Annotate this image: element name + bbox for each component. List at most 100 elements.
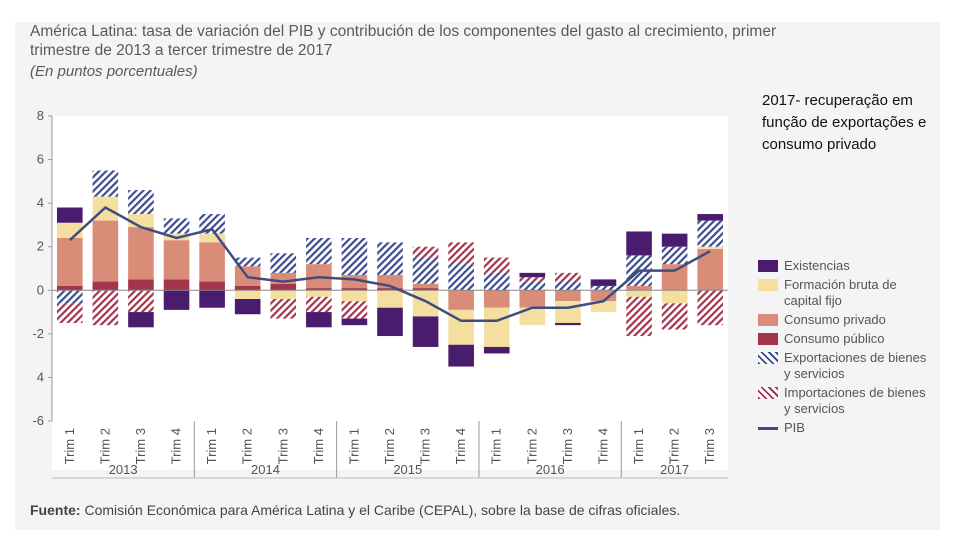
bar-segment [128,214,154,228]
bar-segment [199,281,225,291]
legend-swatch [758,279,778,291]
bar-segment [590,301,617,313]
bar-segment [519,307,546,326]
bar-segment [128,227,154,280]
x-group-label: 2015 [393,462,422,477]
pib-line [68,205,711,323]
bar-segment [234,285,261,291]
bar-segment [412,246,439,258]
legend-item: Formación bruta de capital fijo [758,277,958,309]
x-tick-label: Trim 1 [62,428,77,464]
x-tick-label: Trim 1 [204,428,219,464]
x-tick-label: Trim 2 [382,428,397,464]
source-text: Comisión Económica para América Latina y… [84,502,681,518]
legend-swatch [758,427,778,430]
bar-segment [448,264,474,291]
legend-label: Consumo público [784,331,885,346]
bar-segment [199,214,225,234]
bar-segment [483,290,510,308]
x-tick-label: Trim 4 [169,428,184,464]
x-tick-label: Trim 2 [97,428,112,464]
chart-subtitle: (En puntos porcentuales) [30,63,198,80]
bar-segment [56,303,83,323]
bar-segment [234,257,261,267]
bar-segment [448,344,474,367]
bar-segment [626,290,652,297]
x-tick-label: Trim 4 [311,428,326,464]
bar-segment [555,301,581,323]
bar-segment [270,272,297,284]
x-tick-label: Trim 3 [560,428,575,464]
bar-segment [270,299,297,319]
bar-segment [306,290,332,297]
y-tick-label: 4 [37,195,44,210]
bar-segment [128,190,154,215]
bar-segment [128,312,154,328]
bar-segment [483,346,510,354]
bar-segment [590,285,617,291]
bar-segment [590,290,617,302]
legend-item: Exportaciones de bienes y servicios [758,350,958,382]
bar-segment [306,288,332,291]
x-group-label: 2013 [109,462,138,477]
legend-item: PIB [758,420,958,436]
bar-segment [56,238,83,286]
bar-segment [270,283,297,291]
bar-segment [128,290,154,313]
bar-segment [412,290,439,317]
bar-segment [377,290,403,308]
bar-segment [697,214,724,221]
y-tick-label: 8 [37,108,44,123]
bar-segment [270,253,297,273]
y-tick-label: -6 [32,413,44,428]
bar-segment [270,290,297,299]
bar-segment [341,301,368,319]
x-tick-label: Trim 1 [489,428,504,464]
bar-segment [234,299,261,315]
y-tick-label: 6 [37,152,44,167]
chart-title: América Latina: tasa de variación del PI… [30,23,777,59]
legend-item: Existencias [758,258,958,274]
y-tick-label: 0 [37,282,44,297]
x-tick-label: Trim 4 [595,428,610,464]
bar-segment [56,285,83,291]
bar-segment [555,322,581,326]
legend-swatch [758,333,778,345]
bar-segment [412,257,439,284]
bar-segment [448,242,474,265]
bar-segment [697,290,724,326]
x-group-label: 2014 [251,462,280,477]
bar-segment [306,238,332,265]
bar-segment [199,233,225,243]
bar-segment [519,272,546,278]
x-tick-label: Trim 2 [240,428,255,464]
bar-segment [163,218,190,234]
legend-label: Consumo privado [784,312,886,327]
y-tick-label: 2 [37,239,44,254]
legend-swatch [758,314,778,326]
bar-segment [234,290,261,299]
x-tick-label: Trim 3 [418,428,433,464]
legend-item: Consumo privado [758,312,958,328]
x-tick-label: Trim 2 [667,428,682,464]
legend-label: Importaciones de bienes y servicios [784,385,926,416]
bar-segment [412,316,439,347]
x-tick-label: Trim 4 [453,428,468,464]
bar-segment [377,288,403,291]
bar-segment [412,283,439,289]
bar-segment [555,281,581,291]
bar-segment [519,281,546,291]
bar-segment [555,290,581,302]
legend-label: PIB [784,420,805,435]
legend-label: Exportaciones de bienes y servicios [784,350,927,381]
x-tick-label: Trim 3 [275,428,290,464]
bar-segment [626,296,652,337]
bar-segment [519,277,546,282]
legend-swatch [758,260,778,272]
bar-segment [448,290,474,310]
bar-segment [341,318,368,326]
y-tick-label: 4 [37,369,44,384]
bar-segment [341,288,368,291]
annotation: 2017- recuperação em função de exportaçõ… [762,92,927,153]
